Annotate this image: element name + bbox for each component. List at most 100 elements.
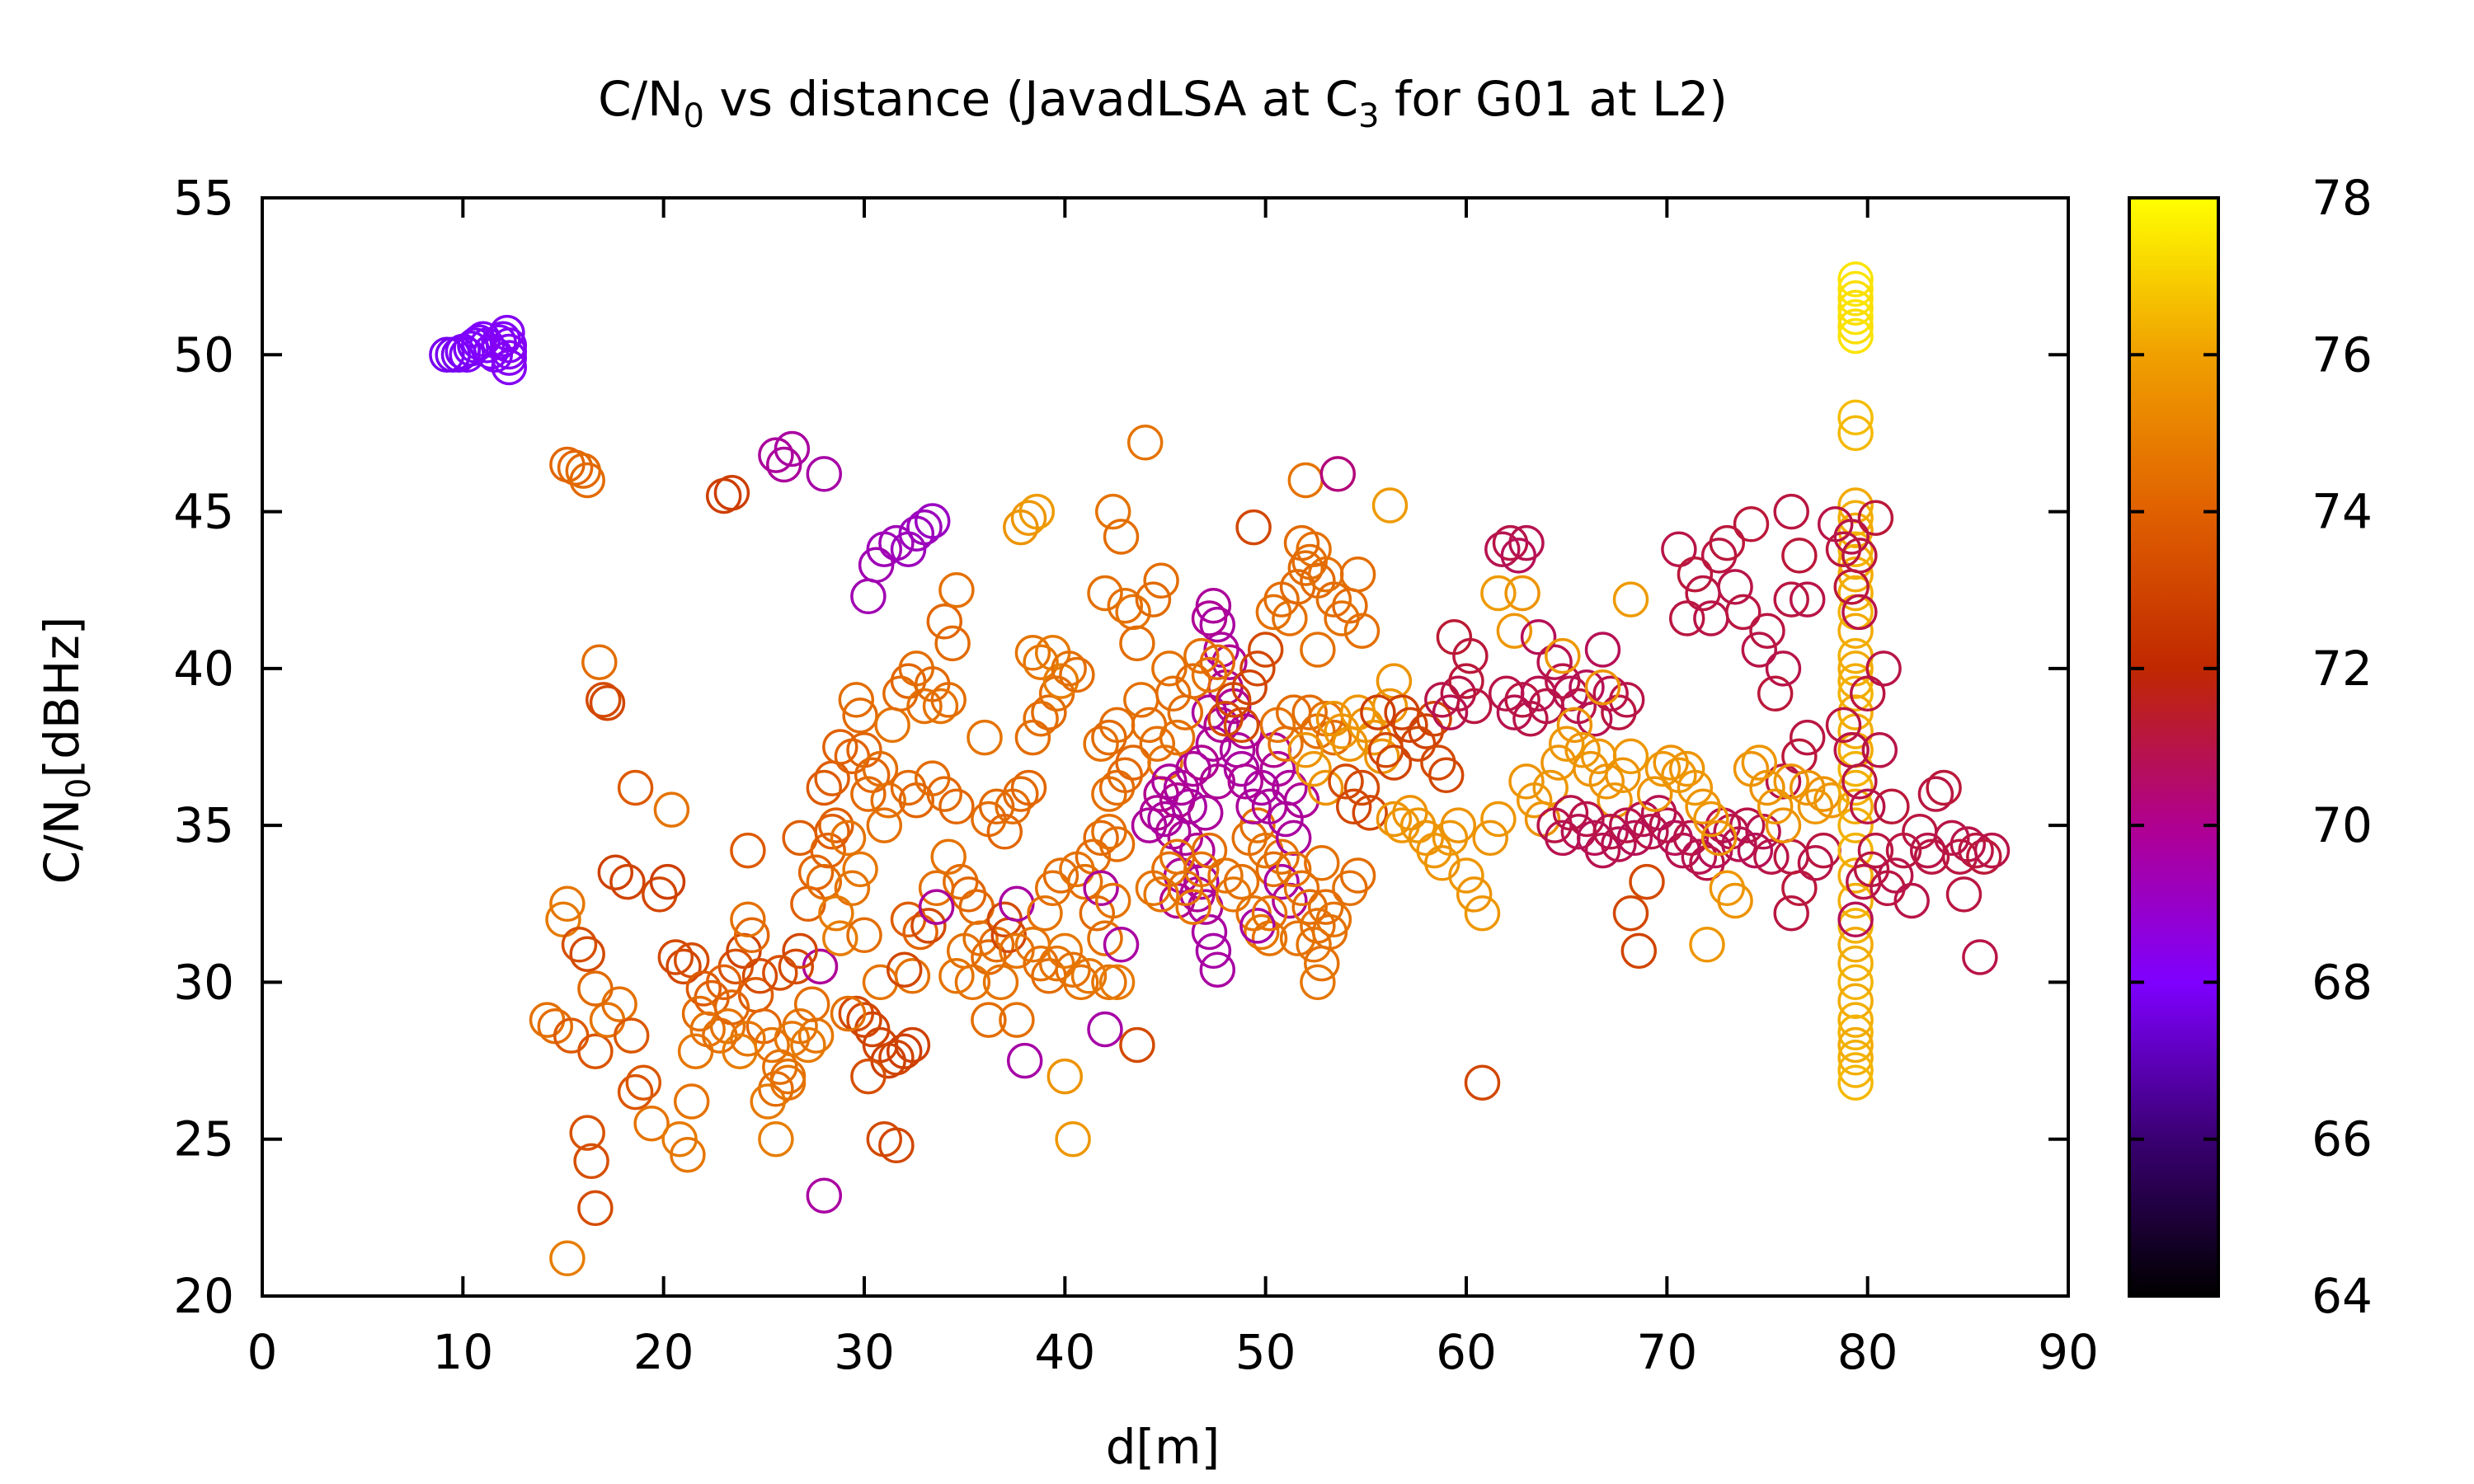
data-point [1636,776,1673,812]
data-point [1094,882,1131,919]
y-tick-label: 55 [173,170,234,226]
data-point [569,936,605,972]
data-point [1737,832,1774,869]
data-point [1874,788,1910,825]
chart-title: C/N0 vs distance (JavadLSA at C3 for G01… [598,71,1728,135]
data-point [1552,795,1589,831]
data-point [1545,637,1581,674]
data-point [1789,719,1826,756]
data-point [762,955,798,991]
data-point [814,760,850,796]
data-point [685,970,722,1007]
data-point [709,1007,746,1045]
data-point [1376,744,1413,781]
data-point [1773,493,1809,530]
data-point [1175,750,1211,787]
data-point [1083,870,1119,907]
data-point [1376,663,1413,699]
data-point [1296,750,1332,787]
data-point [1456,688,1493,725]
data-point [1749,769,1785,806]
data-point [918,870,955,907]
data-point [649,863,686,900]
data-point [1207,700,1244,737]
data-point [1283,782,1320,819]
data-point [1837,857,1874,894]
data-point [846,917,882,954]
data-point [1091,814,1127,850]
data-point [1103,927,1140,963]
data-point [573,1143,609,1180]
data-point [1239,908,1276,944]
data-point [1837,543,1874,580]
data-point [1849,675,1886,712]
data-point [1126,425,1164,461]
data-point [874,707,910,744]
data-point [971,1002,1007,1038]
data-point [1837,1014,1874,1051]
data-point [854,757,891,794]
x-tick-label: 10 [432,1324,493,1380]
data-point [569,462,605,499]
data-point [1741,744,1778,781]
data-point [1973,832,2011,869]
data-point [1833,569,1870,605]
data-point [581,644,618,680]
data-point [1504,682,1540,718]
data-point [1275,851,1312,888]
x-tick-label: 0 [247,1324,278,1380]
data-point [1765,807,1802,843]
data-point [1287,550,1324,586]
data-point [1837,415,1874,452]
data-point [1287,732,1324,768]
data-point [1837,927,1874,963]
data-point [1392,707,1428,744]
data-point [1709,870,1746,907]
data-point [1195,932,1232,970]
data-point [1135,581,1172,618]
data-point [1199,644,1236,680]
data-point [978,788,1015,825]
data-point [1283,524,1320,561]
data-point [489,314,525,351]
data-point [1091,964,1127,1001]
data-point [894,1026,931,1064]
data-point [1300,964,1336,1001]
data-point [878,1127,915,1164]
data-point [1592,675,1629,712]
data-point [713,989,750,1026]
data-point [918,889,955,925]
data-point [1244,913,1280,951]
data-point [1199,763,1236,800]
data-point [806,1177,843,1214]
data-point [1958,832,1994,869]
data-point [1440,807,1477,843]
data-point [850,776,887,812]
data-point [1584,669,1621,706]
data-point [1047,1058,1084,1095]
data-point [549,885,586,923]
colorbar-tick-label: 78 [2312,170,2373,226]
data-point [1191,832,1228,869]
data-point [1837,613,1874,649]
data-point [1837,675,1874,712]
data-point [1508,763,1545,800]
data-points [429,261,2011,1277]
data-point [1227,763,1264,800]
data-point [1837,1052,1874,1088]
data-point [1360,694,1396,730]
data-point [1115,744,1151,781]
data-point [1797,845,1834,881]
colorbar-tick-label: 74 [2312,484,2373,540]
data-point [842,697,878,734]
data-point [1420,744,1456,781]
data-point [1773,581,1809,618]
data-point [1480,575,1517,612]
data-point [1139,726,1176,762]
data-point [1833,519,1870,555]
data-point [850,1058,887,1095]
data-point [1083,819,1119,857]
data-point [1837,807,1874,843]
data-point [1689,927,1725,963]
data-point [1725,594,1761,631]
